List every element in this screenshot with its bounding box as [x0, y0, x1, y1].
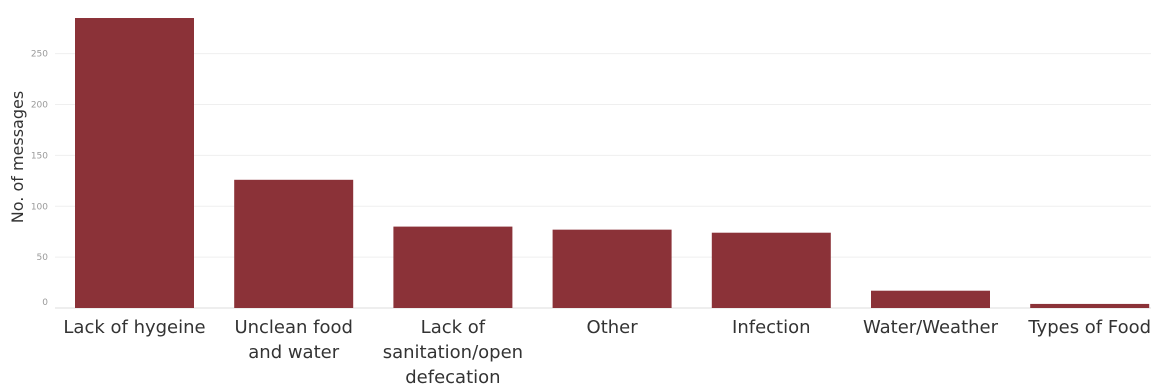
x-tick-label-line: defecation [405, 367, 500, 385]
x-tick-label-line: Lack of hygeine [63, 317, 205, 338]
y-tick-label: 150 [31, 151, 48, 161]
bar-3[interactable] [393, 226, 513, 308]
bars [75, 18, 1150, 308]
x-tick-label: Lack of sanitation/open defecation [383, 317, 523, 385]
y-tick-label: 0 [42, 298, 48, 308]
x-tick-label-line: and water [248, 342, 339, 363]
y-axis-label: No. of messages [8, 91, 27, 223]
y-tick-labels: 0 50 100 150 200 250 [31, 50, 48, 308]
x-tick-label: Infection [732, 317, 811, 338]
x-tick-label: Types of Food [1027, 317, 1151, 338]
bar-7[interactable] [1030, 303, 1150, 308]
x-tick-label-line: Infection [732, 317, 811, 338]
y-tick-label: 50 [37, 253, 49, 263]
x-tick-label: Water/Weather [863, 317, 999, 338]
x-tick-label-line: Lack of [421, 317, 486, 338]
x-tick-labels: Lack of hygeine Unclean food and water Lack… [63, 317, 1151, 385]
x-tick-label-line: Types of Food [1027, 317, 1151, 338]
x-tick-label-line: sanitation/open [383, 342, 523, 363]
bar-5[interactable] [711, 232, 831, 308]
bar-1[interactable] [75, 18, 194, 308]
bar-4[interactable] [552, 229, 672, 308]
bar-6[interactable] [871, 290, 990, 308]
y-tick-label: 250 [31, 50, 48, 60]
y-tick-label: 200 [31, 101, 48, 111]
x-tick-label: Other [587, 317, 639, 338]
x-tick-label: Lack of hygeine [63, 317, 205, 338]
y-tick-label: 100 [31, 202, 48, 212]
x-tick-label-line: Other [587, 317, 639, 338]
bar-2[interactable] [234, 179, 354, 308]
x-tick-label-line: Unclean food [234, 317, 353, 338]
x-tick-label: Unclean food and water [234, 317, 353, 363]
x-tick-label-line: Water/Weather [863, 317, 999, 338]
